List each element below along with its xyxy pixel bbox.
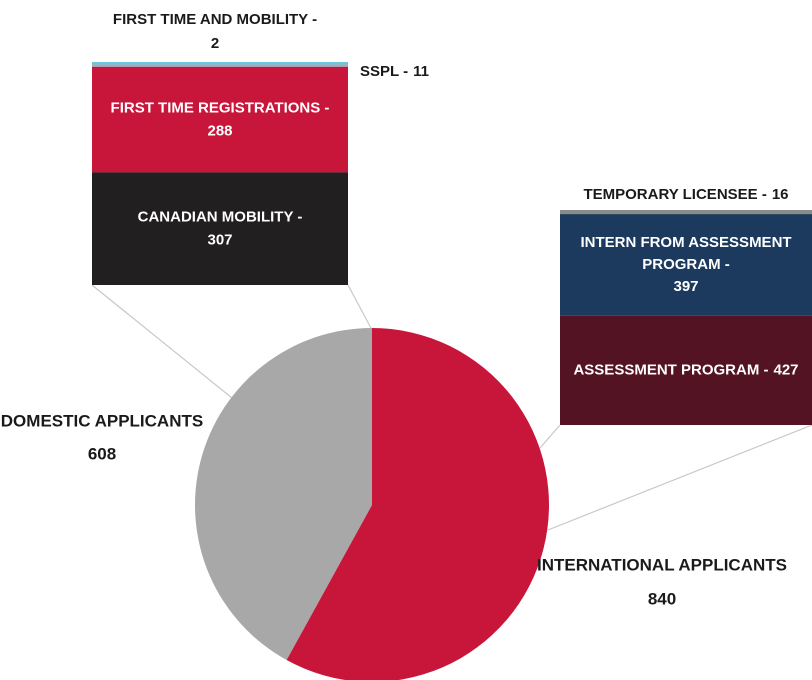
stack-segment [560,214,812,316]
slice-value: 608 [88,444,116,463]
segment-label: FIRST TIME AND MOBILITY - [113,11,317,28]
pie-slice [286,328,549,680]
stack-segment [92,172,348,285]
segment-label: INTERN FROM ASSESSMENT PROGRAM - [580,234,791,273]
connector [347,284,373,331]
slice-label: DOMESTIC APPLICANTS [1,411,203,430]
segment-value: 16 [772,186,789,203]
segment-label: CANADIAN MOBILITY - [138,209,303,226]
segment-value: 307 [207,232,232,249]
segment-label: ASSESSMENT PROGRAM - 427 [573,361,798,378]
segment-label: FIRST TIME REGISTRATIONS - [111,100,330,117]
segment-value: 427 [773,361,798,378]
stack-segment [92,62,348,67]
segment-name: ASSESSMENT PROGRAM - [573,361,768,378]
stack-segment [92,62,348,63]
connector [91,284,233,399]
segment-name: SSPL - [360,63,408,80]
stack-segment [560,210,812,215]
slice-label: INTERNATIONAL APPLICANTS [537,555,787,574]
slice-value: 840 [648,589,676,608]
segment-label: SSPL - 11 [360,63,429,80]
segment-value: 288 [207,123,232,140]
stack-segment [560,315,812,425]
segment-value: 2 [211,35,219,52]
connector [539,424,561,449]
segment-name: TEMPORARY LICENSEE - [583,186,766,203]
stack-segment [92,66,348,173]
connector [547,424,812,531]
segment-value: 11 [413,63,429,80]
segment-label: TEMPORARY LICENSEE - 16 [583,186,788,203]
pie-slice [194,328,372,661]
segment-value: 397 [673,278,698,295]
